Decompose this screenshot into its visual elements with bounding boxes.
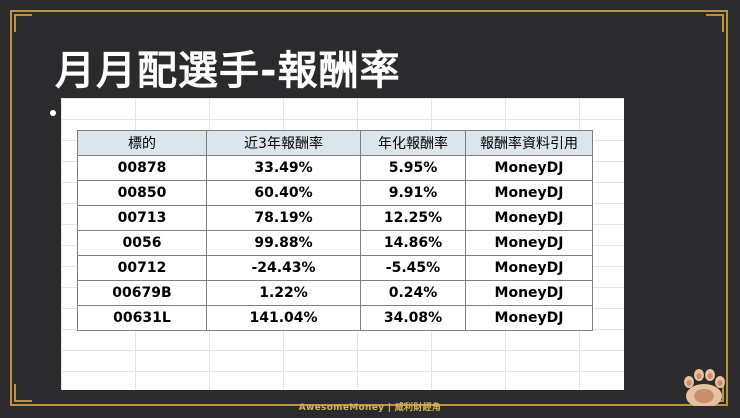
table-cell: MoneyDJ <box>465 205 593 231</box>
table-cell: MoneyDJ <box>465 180 593 206</box>
table-cell: 0.24% <box>360 280 466 306</box>
table-cell: 14.86% <box>360 230 466 256</box>
table-cell: MoneyDJ <box>465 280 593 306</box>
footer-brand: AwesomeMoney | 威利財經角 <box>298 403 442 413</box>
table-row: 00679B 1.22% 0.24% MoneyDJ <box>77 280 593 306</box>
table-cell: 00713 <box>77 205 207 231</box>
cat-paw-icon <box>684 369 725 406</box>
table-cell: MoneyDJ <box>465 155 593 181</box>
table-cell: 0056 <box>77 230 207 256</box>
table-row: 0056 99.88% 14.86% MoneyDJ <box>77 230 593 256</box>
table-row: 00878 33.49% 5.95% MoneyDJ <box>77 155 593 181</box>
slide-title: 月月配選手-報酬率 <box>55 48 401 94</box>
table-cell: 60.40% <box>206 180 361 206</box>
table-row: 00631L 141.04% 34.08% MoneyDJ <box>77 305 593 331</box>
table-row: 00713 78.19% 12.25% MoneyDJ <box>77 205 593 231</box>
table-cell: 12.25% <box>360 205 466 231</box>
frame-corner <box>14 14 32 32</box>
table-cell: 78.19% <box>206 205 361 231</box>
table-cell: 1.22% <box>206 280 361 306</box>
table-cell: 5.95% <box>360 155 466 181</box>
table-cell: 00679B <box>77 280 207 306</box>
table-header-row: 標的 近3年報酬率 年化報酬率 報酬率資料引用 <box>77 130 593 156</box>
bullet-point <box>50 110 56 116</box>
table-cell: 00850 <box>77 180 207 206</box>
spreadsheet-screenshot: 標的 近3年報酬率 年化報酬率 報酬率資料引用 00878 33.49% 5.9… <box>61 98 624 390</box>
column-header: 報酬率資料引用 <box>465 130 593 156</box>
table-cell: MoneyDJ <box>465 305 593 331</box>
table-cell: 00631L <box>77 305 207 331</box>
column-header: 年化報酬率 <box>360 130 466 156</box>
column-header: 近3年報酬率 <box>206 130 361 156</box>
table-cell: 33.49% <box>206 155 361 181</box>
column-header: 標的 <box>77 130 207 156</box>
returns-table: 標的 近3年報酬率 年化報酬率 報酬率資料引用 00878 33.49% 5.9… <box>77 130 593 331</box>
table-row: 00850 60.40% 9.91% MoneyDJ <box>77 180 593 206</box>
table-cell: 141.04% <box>206 305 361 331</box>
table-cell: 9.91% <box>360 180 466 206</box>
frame-corner <box>14 384 32 402</box>
table-cell: 99.88% <box>206 230 361 256</box>
table-cell: 00712 <box>77 255 207 281</box>
table-cell: -5.45% <box>360 255 466 281</box>
table-cell: MoneyDJ <box>465 255 593 281</box>
table-cell: -24.43% <box>206 255 361 281</box>
table-cell: 34.08% <box>360 305 466 331</box>
frame-corner <box>706 14 724 32</box>
table-cell: MoneyDJ <box>465 230 593 256</box>
table-row: 00712 -24.43% -5.45% MoneyDJ <box>77 255 593 281</box>
table-cell: 00878 <box>77 155 207 181</box>
